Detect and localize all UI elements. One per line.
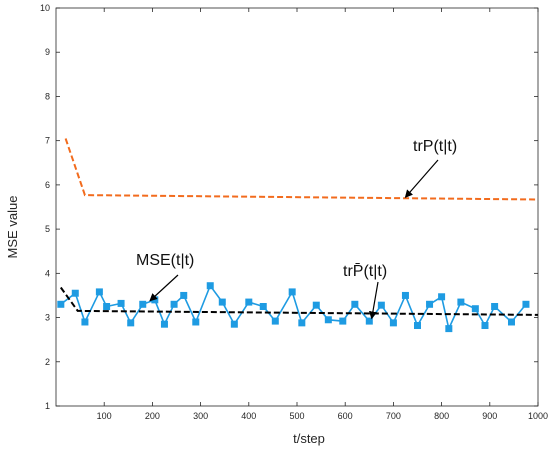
x-tick-label: 800 <box>434 411 449 421</box>
data-point-marker <box>160 320 168 328</box>
data-point-marker <box>139 300 147 308</box>
data-point-marker <box>259 303 267 310</box>
y-tick-label: 7 <box>45 136 50 146</box>
data-point-marker <box>438 293 446 301</box>
annotation-label: MSE(t|t) <box>136 252 194 269</box>
data-point-marker <box>57 300 65 308</box>
data-point-marker <box>414 322 421 330</box>
y-tick-label: 4 <box>45 268 50 278</box>
x-tick-labels: 100 200 300 400 500 600 700 800 900 1000 <box>97 8 548 421</box>
data-point-marker <box>339 317 347 325</box>
data-point-marker <box>389 319 397 327</box>
y-tick-label: 3 <box>45 313 50 323</box>
data-point-marker <box>471 305 479 313</box>
y-tick-label: 2 <box>45 357 50 367</box>
x-tick-label: 100 <box>97 411 112 421</box>
data-point-marker <box>206 282 214 290</box>
data-point-marker <box>351 300 359 308</box>
data-point-marker <box>245 298 253 306</box>
data-point-marker <box>288 288 296 296</box>
data-point-marker <box>192 318 200 326</box>
series-line-0 <box>64 138 539 201</box>
data-point-marker <box>218 298 226 306</box>
data-point-marker <box>230 320 238 328</box>
x-tick-label: 500 <box>289 411 304 421</box>
data-point-marker <box>324 316 332 324</box>
x-tick-label: 600 <box>338 411 353 421</box>
data-point-marker <box>507 318 515 326</box>
data-point-marker <box>127 319 135 327</box>
data-point-marker <box>522 300 530 308</box>
axes-frame <box>55 7 539 407</box>
x-tick-label: 300 <box>193 411 208 421</box>
y-tick-labels: 1 2 3 4 5 6 7 8 9 10 <box>40 3 538 411</box>
plot-frame <box>55 7 539 407</box>
data-point-marker <box>312 301 320 309</box>
data-point-marker <box>457 298 465 306</box>
data-point-marker <box>401 291 409 299</box>
data-point-marker <box>445 325 453 333</box>
data-point-marker <box>170 300 178 308</box>
data-point-marker <box>481 322 489 330</box>
data-point-marker <box>95 288 103 296</box>
y-tick-label: 6 <box>45 180 50 190</box>
y-tick-label: 10 <box>40 3 50 13</box>
y-tick-label: 5 <box>45 224 50 234</box>
data-point-marker <box>71 289 79 297</box>
data-point-marker <box>271 317 279 325</box>
x-tick-label: 900 <box>482 411 497 421</box>
y-tick-label: 1 <box>45 401 50 411</box>
series-line-2 <box>59 286 539 316</box>
y-tick-label: 9 <box>45 47 50 57</box>
data-point-marker <box>491 303 499 310</box>
y-tick-label: 8 <box>45 91 50 101</box>
series-group <box>57 138 539 333</box>
annotation-label: trP(t|t) <box>413 138 457 155</box>
data-point-marker <box>180 291 188 299</box>
x-tick-label: 200 <box>145 411 160 421</box>
x-tick-label: 400 <box>241 411 256 421</box>
data-point-marker <box>426 300 434 308</box>
data-point-marker <box>117 299 125 307</box>
annotations: trP(t|t) MSE(t|t) trP̄(t|t) <box>136 138 457 320</box>
data-point-marker <box>81 318 89 326</box>
data-point-marker <box>298 319 306 327</box>
data-point-marker <box>103 303 111 310</box>
x-tick-label: 700 <box>386 411 401 421</box>
data-point-marker <box>365 317 373 325</box>
annotation-arrow <box>368 281 379 320</box>
annotation-arrow <box>149 274 179 302</box>
data-point-marker <box>377 301 385 309</box>
annotation-arrow <box>404 159 439 199</box>
data-point-marker <box>151 296 159 304</box>
x-axis-label: t/step <box>293 431 325 446</box>
x-tick-label: 1000 <box>528 411 548 421</box>
y-axis-label: MSE value <box>5 196 20 259</box>
annotation-label: trP̄(t|t) <box>343 263 387 280</box>
